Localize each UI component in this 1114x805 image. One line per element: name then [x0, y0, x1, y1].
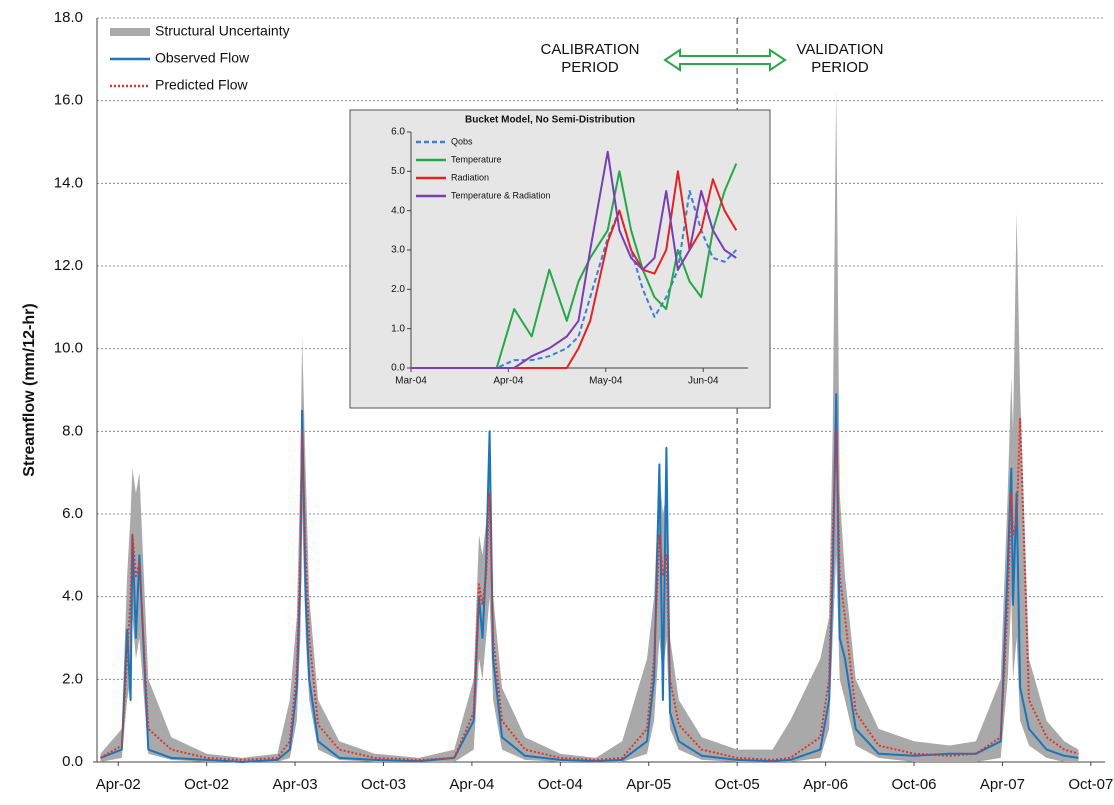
period-label: PERIOD	[811, 59, 869, 76]
period-label: CALIBRATION	[541, 41, 640, 58]
x-tick-label: Oct-07	[1068, 776, 1113, 793]
x-tick-label: Apr-06	[803, 776, 848, 793]
y-tick-label: 0.0	[391, 363, 405, 374]
x-tick-label: Apr-02	[96, 776, 141, 793]
x-tick-label: May-04	[589, 376, 623, 387]
y-tick-label: 6.0	[62, 505, 83, 522]
inset-title: Bucket Model, No Semi-Distribution	[465, 115, 635, 126]
x-tick-label: Mar-04	[395, 376, 427, 387]
y-tick-label: 14.0	[54, 174, 83, 191]
x-tick-label: Apr-03	[273, 776, 318, 793]
uncertainty-band	[100, 88, 1079, 763]
y-axis-title: Streamflow (mm/12-hr)	[21, 303, 38, 476]
y-tick-label: 4.0	[62, 588, 83, 605]
y-tick-label: 8.0	[62, 422, 83, 439]
legend-label: Structural Uncertainty	[155, 23, 290, 39]
x-tick-label: Apr-05	[626, 776, 671, 793]
x-tick-label: Apr-07	[980, 776, 1025, 793]
x-tick-label: Oct-06	[892, 776, 937, 793]
period-label: VALIDATION	[797, 41, 884, 58]
y-tick-label: 3.0	[391, 245, 405, 256]
x-tick-label: Apr-04	[493, 376, 523, 387]
legend-label: Predicted Flow	[155, 77, 248, 93]
series-line	[99, 417, 1079, 761]
x-tick-label: Oct-03	[361, 776, 406, 793]
legend-label: Qobs	[451, 136, 473, 146]
x-tick-label: Apr-04	[449, 776, 494, 793]
legend-label: Observed Flow	[155, 50, 250, 66]
x-tick-label: Oct-04	[538, 776, 583, 793]
y-tick-label: 12.0	[54, 257, 83, 274]
y-tick-label: 0.0	[62, 753, 83, 770]
legend-label: Temperature	[451, 154, 502, 164]
y-tick-label: 2.0	[62, 670, 83, 687]
y-tick-label: 1.0	[391, 323, 405, 334]
y-tick-label: 16.0	[54, 92, 83, 109]
y-tick-label: 10.0	[54, 340, 83, 357]
y-tick-label: 4.0	[391, 205, 405, 216]
x-tick-label: Jun-04	[688, 376, 719, 387]
legend-label: Temperature & Radiation	[451, 190, 551, 200]
period-label: PERIOD	[561, 59, 619, 76]
x-tick-label: Oct-05	[715, 776, 760, 793]
y-tick-label: 2.0	[391, 284, 405, 295]
y-tick-label: 6.0	[391, 127, 405, 138]
series-line	[411, 163, 738, 369]
y-tick-label: 18.0	[54, 9, 83, 26]
series-line	[411, 150, 737, 369]
period-arrow	[663, 48, 787, 72]
series-line	[411, 170, 738, 369]
series-line	[100, 393, 1079, 763]
x-tick-label: Oct-02	[184, 776, 229, 793]
legend-label: Radiation	[451, 172, 489, 182]
y-tick-label: 5.0	[391, 166, 405, 177]
